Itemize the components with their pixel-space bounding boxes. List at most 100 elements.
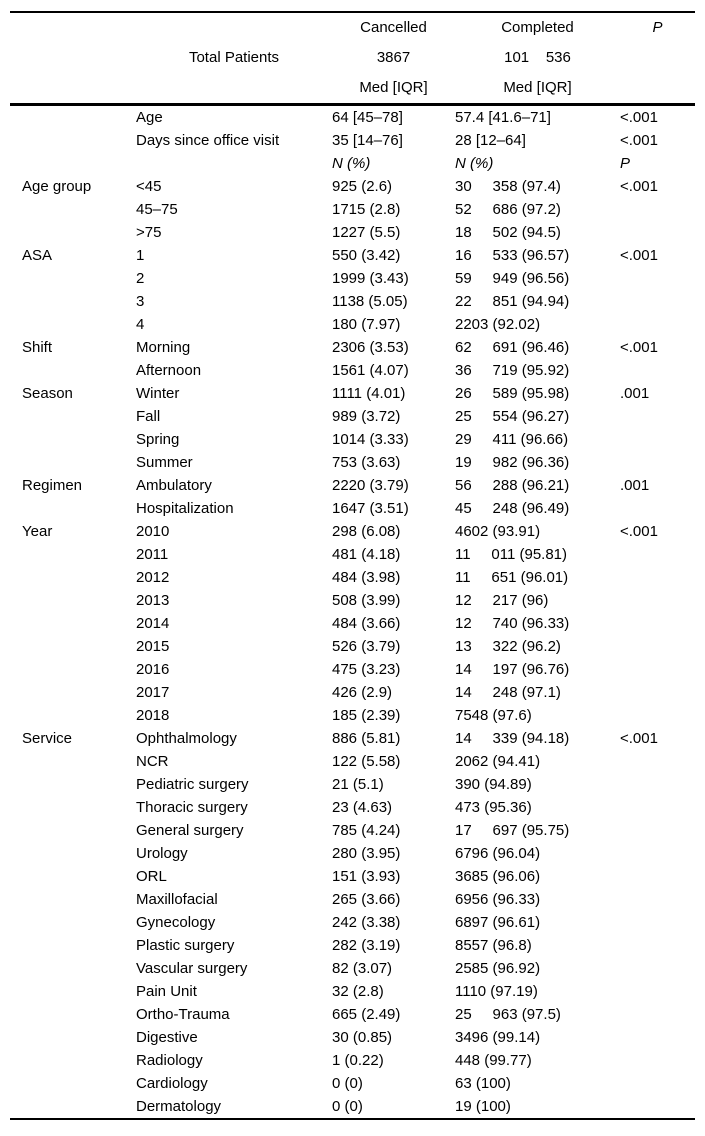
- header-cancelled: Cancelled: [360, 19, 427, 36]
- cell-p: [620, 428, 695, 451]
- cell-label: Summer: [136, 453, 193, 471]
- table-row: 2017 426 (2.9) 14 248 (97.1): [10, 681, 695, 704]
- cell-p: [620, 796, 695, 819]
- cell-label: General surgery: [136, 821, 244, 839]
- table-row: 2016 475 (3.23) 14 197 (96.76): [10, 658, 695, 681]
- table-row: Fall 989 (3.72) 25 554 (96.27): [10, 405, 695, 428]
- cell-completed: 19 982 (96.36): [455, 453, 570, 471]
- table-row: Pain Unit 32 (2.8) 1110 (97.19): [10, 980, 695, 1003]
- cell-completed: 13 322 (96.2): [455, 637, 561, 655]
- table-row: Pediatric surgery 21 (5.1) 390 (94.89): [10, 773, 695, 796]
- table-row: Cardiology 0 (0) 63 (100): [10, 1072, 695, 1095]
- cell-cancelled: 242 (3.38): [332, 913, 401, 931]
- cell-group: [10, 1095, 136, 1119]
- cell-p: [620, 497, 695, 520]
- cell-p: [620, 405, 695, 428]
- table-row: Days since office visit 35 [14–76] 28 [12–…: [10, 129, 695, 152]
- cell-group: [10, 911, 136, 934]
- cell-group: [10, 129, 136, 152]
- cell-cancelled: 35 [14–76]: [332, 131, 403, 149]
- cell-cancelled: 30 (0.85): [332, 1028, 393, 1046]
- header-completed: Completed: [501, 19, 574, 36]
- cell-group: [10, 428, 136, 451]
- table-row: Age 64 [45–78] 57.4 [41.6–71] <.001: [10, 105, 695, 130]
- cell-label: Plastic surgery: [136, 936, 235, 954]
- cell-completed: 52 686 (97.2): [455, 200, 561, 218]
- cell-label: Age: [136, 108, 163, 126]
- cell-completed: 473 (95.36): [455, 798, 532, 816]
- cell-label: ORL: [136, 867, 167, 885]
- cell-p: [620, 1049, 695, 1072]
- table-row: Maxillofacial 265 (3.66) 6956 (96.33): [10, 888, 695, 911]
- cell-p: <.001: [620, 108, 658, 126]
- cell-p: [620, 842, 695, 865]
- table-row: Age group <45 925 (2.6) 30 358 (97.4) <.001: [10, 175, 695, 198]
- cell-label: 2018: [136, 706, 170, 724]
- cell-label: 2014: [136, 614, 170, 632]
- table-row: Radiology 1 (0.22) 448 (99.77): [10, 1049, 695, 1072]
- cell-p: <.001: [620, 246, 658, 264]
- cell-label: 1: [136, 246, 145, 264]
- cell-label: <45: [136, 177, 162, 195]
- table-row: 2011 481 (4.18) 11 011 (95.81): [10, 543, 695, 566]
- cell-completed: 2585 (96.92): [455, 959, 541, 977]
- cell-cancelled: 0 (0): [332, 1097, 363, 1115]
- cell-completed: 62 691 (96.46): [455, 338, 570, 356]
- cell-completed: 19 (100): [455, 1097, 511, 1115]
- cell-label: Thoracic surgery: [136, 798, 248, 816]
- cell-completed: 25 963 (97.5): [455, 1005, 561, 1023]
- cell-label: Dermatology: [136, 1097, 222, 1115]
- cell-cancelled: 665 (2.49): [332, 1005, 401, 1023]
- cell-cancelled: 265 (3.66): [332, 890, 401, 908]
- cell-p: [620, 290, 695, 313]
- cell-p: [620, 934, 695, 957]
- cell-group: Service: [22, 729, 73, 747]
- cell-p: [620, 888, 695, 911]
- table-row: Afternoon 1561 (4.07) 36 719 (95.92): [10, 359, 695, 382]
- cell-cancelled: 526 (3.79): [332, 637, 401, 655]
- cell-completed: 7548 (97.6): [455, 706, 532, 724]
- table-row: Digestive 30 (0.85) 3496 (99.14): [10, 1026, 695, 1049]
- cell-completed: 22 851 (94.94): [455, 292, 570, 310]
- cell-p: [620, 566, 695, 589]
- cell-group: [10, 543, 136, 566]
- cell-completed: 14 339 (94.18): [455, 729, 570, 747]
- header-empty: [10, 43, 136, 73]
- cell-completed: 59 949 (96.56): [455, 269, 570, 287]
- cell-group: [10, 888, 136, 911]
- cell-completed: 45 248 (96.49): [455, 499, 570, 517]
- cell-cancelled: 0 (0): [332, 1074, 363, 1092]
- cell-group: [10, 704, 136, 727]
- cell-p: [620, 451, 695, 474]
- cell-p: [620, 313, 695, 336]
- table-header: Cancelled Completed P Total Patients 386…: [10, 12, 695, 105]
- cell-cancelled: 122 (5.58): [332, 752, 401, 770]
- cell-cancelled: 484 (3.66): [332, 614, 401, 632]
- cell-completed: 11 651 (96.01): [455, 568, 569, 586]
- cell-p: .001: [620, 476, 650, 494]
- cell-cancelled: 484 (3.98): [332, 568, 401, 586]
- cell-group: Shift: [22, 338, 53, 356]
- table-row: Dermatology 0 (0) 19 (100): [10, 1095, 695, 1119]
- header-empty: [10, 73, 136, 105]
- cell-group: [10, 1003, 136, 1026]
- header-row-totals: Total Patients 3867 101 536: [10, 43, 695, 73]
- cell-p: [620, 1095, 695, 1119]
- table-row: Urology 280 (3.95) 6796 (96.04): [10, 842, 695, 865]
- table-row: General surgery 785 (4.24) 17 697 (95.75): [10, 819, 695, 842]
- cell-p: [620, 612, 695, 635]
- cell-completed: 56 288 (96.21): [455, 476, 570, 494]
- cell-group: [10, 658, 136, 681]
- total-patients-label: Total Patients: [188, 49, 280, 66]
- table-row: 2018 185 (2.39) 7548 (97.6): [10, 704, 695, 727]
- cell-completed: 36 719 (95.92): [455, 361, 570, 379]
- cell-group: [10, 221, 136, 244]
- table-row: 2012 484 (3.98) 11 651 (96.01): [10, 566, 695, 589]
- cell-cancelled: 785 (4.24): [332, 821, 401, 839]
- cell-cancelled: 989 (3.72): [332, 407, 401, 425]
- cell-label: Digestive: [136, 1028, 198, 1046]
- cell-p: [620, 911, 695, 934]
- cell-completed: 3496 (99.14): [455, 1028, 541, 1046]
- cell-group: [10, 957, 136, 980]
